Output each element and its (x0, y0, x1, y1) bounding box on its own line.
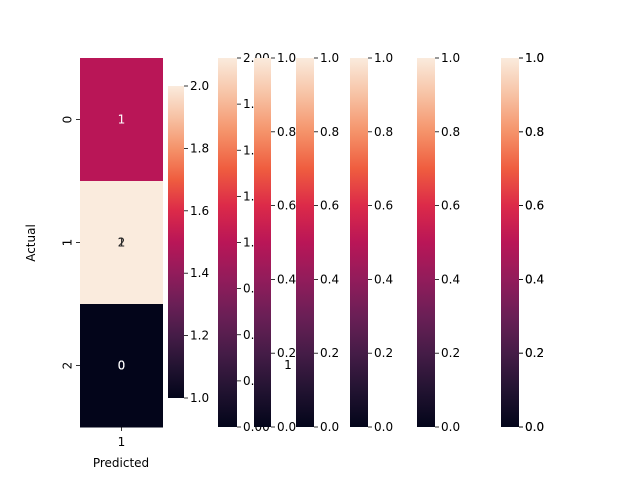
colorbar-tick-label: 0.8 (277, 125, 296, 139)
colorbar-tick-label: 1.8 (190, 141, 209, 155)
colorbar: 0.0 0.2 0.4 0.6 0.8 1.0 (350, 51, 393, 434)
colorbar-tick-label: 1.0 (374, 51, 393, 65)
colorbar-tick-label: 0.2 (277, 346, 296, 360)
colorbar-gradient (168, 86, 184, 398)
colorbar-tick-label: 0.2 (320, 346, 339, 360)
colorbar-tick-label: 0.2 (441, 346, 460, 360)
colorbar-tick-label: 0.4 (525, 272, 544, 286)
colorbars: 1.01.21.41.61.82.00.000.250.500.751.001.… (168, 51, 544, 434)
colorbar-tick-label: 0.2 (374, 346, 393, 360)
colorbar-tick-label: 0.6 (525, 199, 544, 213)
colorbar: 0.0 0.2 0.4 0.6 0.8 1.0 (501, 51, 544, 434)
colorbar-tick-label: 0.6 (320, 199, 339, 213)
y-axis-label: Actual (24, 224, 38, 262)
colorbar-tick-label: 0.8 (525, 125, 544, 139)
colorbar-tick-label: 0.4 (277, 272, 296, 286)
colorbar-tick-label: 0.0 (441, 420, 460, 434)
y-tick-label: 1 (61, 239, 75, 247)
colorbar: 1.0 1.2 1.4 1.6 1.8 2.0 (168, 79, 209, 405)
colorbar-tick-label: 0.6 (374, 199, 393, 213)
colorbar-gradient (350, 58, 368, 427)
colorbar-tick-label: 1.0 (277, 51, 296, 65)
colorbar-gradient (501, 58, 519, 427)
heatmap-cell (80, 58, 163, 182)
colorbar-tick-label: 0.4 (320, 272, 339, 286)
colorbar-tick-label: 2.0 (190, 79, 209, 93)
stray-annotation: 1 (284, 358, 292, 372)
cell-annotation: 2 (118, 236, 126, 250)
colorbar-tick-label: 1.0 (441, 51, 460, 65)
colorbar-tick-label: 1.0 (525, 51, 544, 65)
colorbar-tick-label: 1.0 (190, 391, 209, 405)
x-tick-label: 1 (118, 435, 126, 449)
colorbar-tick-label: 0.0 (374, 420, 393, 434)
colorbar-tick-label: 0.8 (320, 125, 339, 139)
colorbar-tick-label: 1.2 (190, 329, 209, 343)
colorbar-tick-label: 0.2 (525, 346, 544, 360)
colorbar-tick-label: 0.0 (525, 420, 544, 434)
colorbar-tick-label: 0.8 (525, 125, 544, 139)
colorbar-tick-label: 1.6 (190, 204, 209, 218)
colorbar-gradient (417, 58, 435, 427)
colorbar-gradient (296, 58, 314, 427)
colorbar-tick-label: 0.6 (277, 199, 296, 213)
x-axis-label: Predicted (93, 456, 149, 470)
colorbar-tick-label: 1.4 (190, 266, 209, 280)
colorbar: 0.0 0.2 0.4 0.6 0.8 1.0 (417, 51, 460, 434)
colorbar-gradient (254, 58, 271, 427)
colorbar-tick-label: 0.8 (374, 125, 393, 139)
colorbar-tick-label: 0.4 (441, 272, 460, 286)
colorbar-tick-label: 1.0 (525, 51, 544, 65)
colorbar-tick-label: 0.4 (374, 272, 393, 286)
colorbar-gradient (218, 58, 237, 427)
y-tick-label: 2 (61, 362, 75, 370)
cell-annotation: 1 (118, 113, 126, 127)
colorbar-tick-label: 0.0 (277, 420, 296, 434)
colorbar-tick-label: 0.0 (320, 420, 339, 434)
cell-annotation: 0 (118, 359, 126, 373)
colorbar-tick-label: 0.8 (441, 125, 460, 139)
y-tick-label: 0 (61, 116, 75, 124)
colorbar: 0.0 0.2 0.4 0.6 0.8 1.0 (296, 51, 339, 434)
colorbar-tick-label: 0.6 (525, 199, 544, 213)
cell-annotation: 0 (118, 359, 126, 373)
heatmap-cell (80, 181, 163, 305)
colorbar: 0.0 0.2 0.4 0.6 0.8 1.0 (254, 51, 296, 434)
cell-annotation: 1 (118, 236, 126, 250)
heatmap-cell (80, 304, 163, 428)
colorbar-tick-label: 0.0 (525, 420, 544, 434)
colorbar-tick-label: 0.2 (525, 346, 544, 360)
colorbar-tick-label: 0.6 (441, 199, 460, 213)
colorbar-tick-label: 0.4 (525, 272, 544, 286)
colorbar-tick-label: 1.0 (320, 51, 339, 65)
